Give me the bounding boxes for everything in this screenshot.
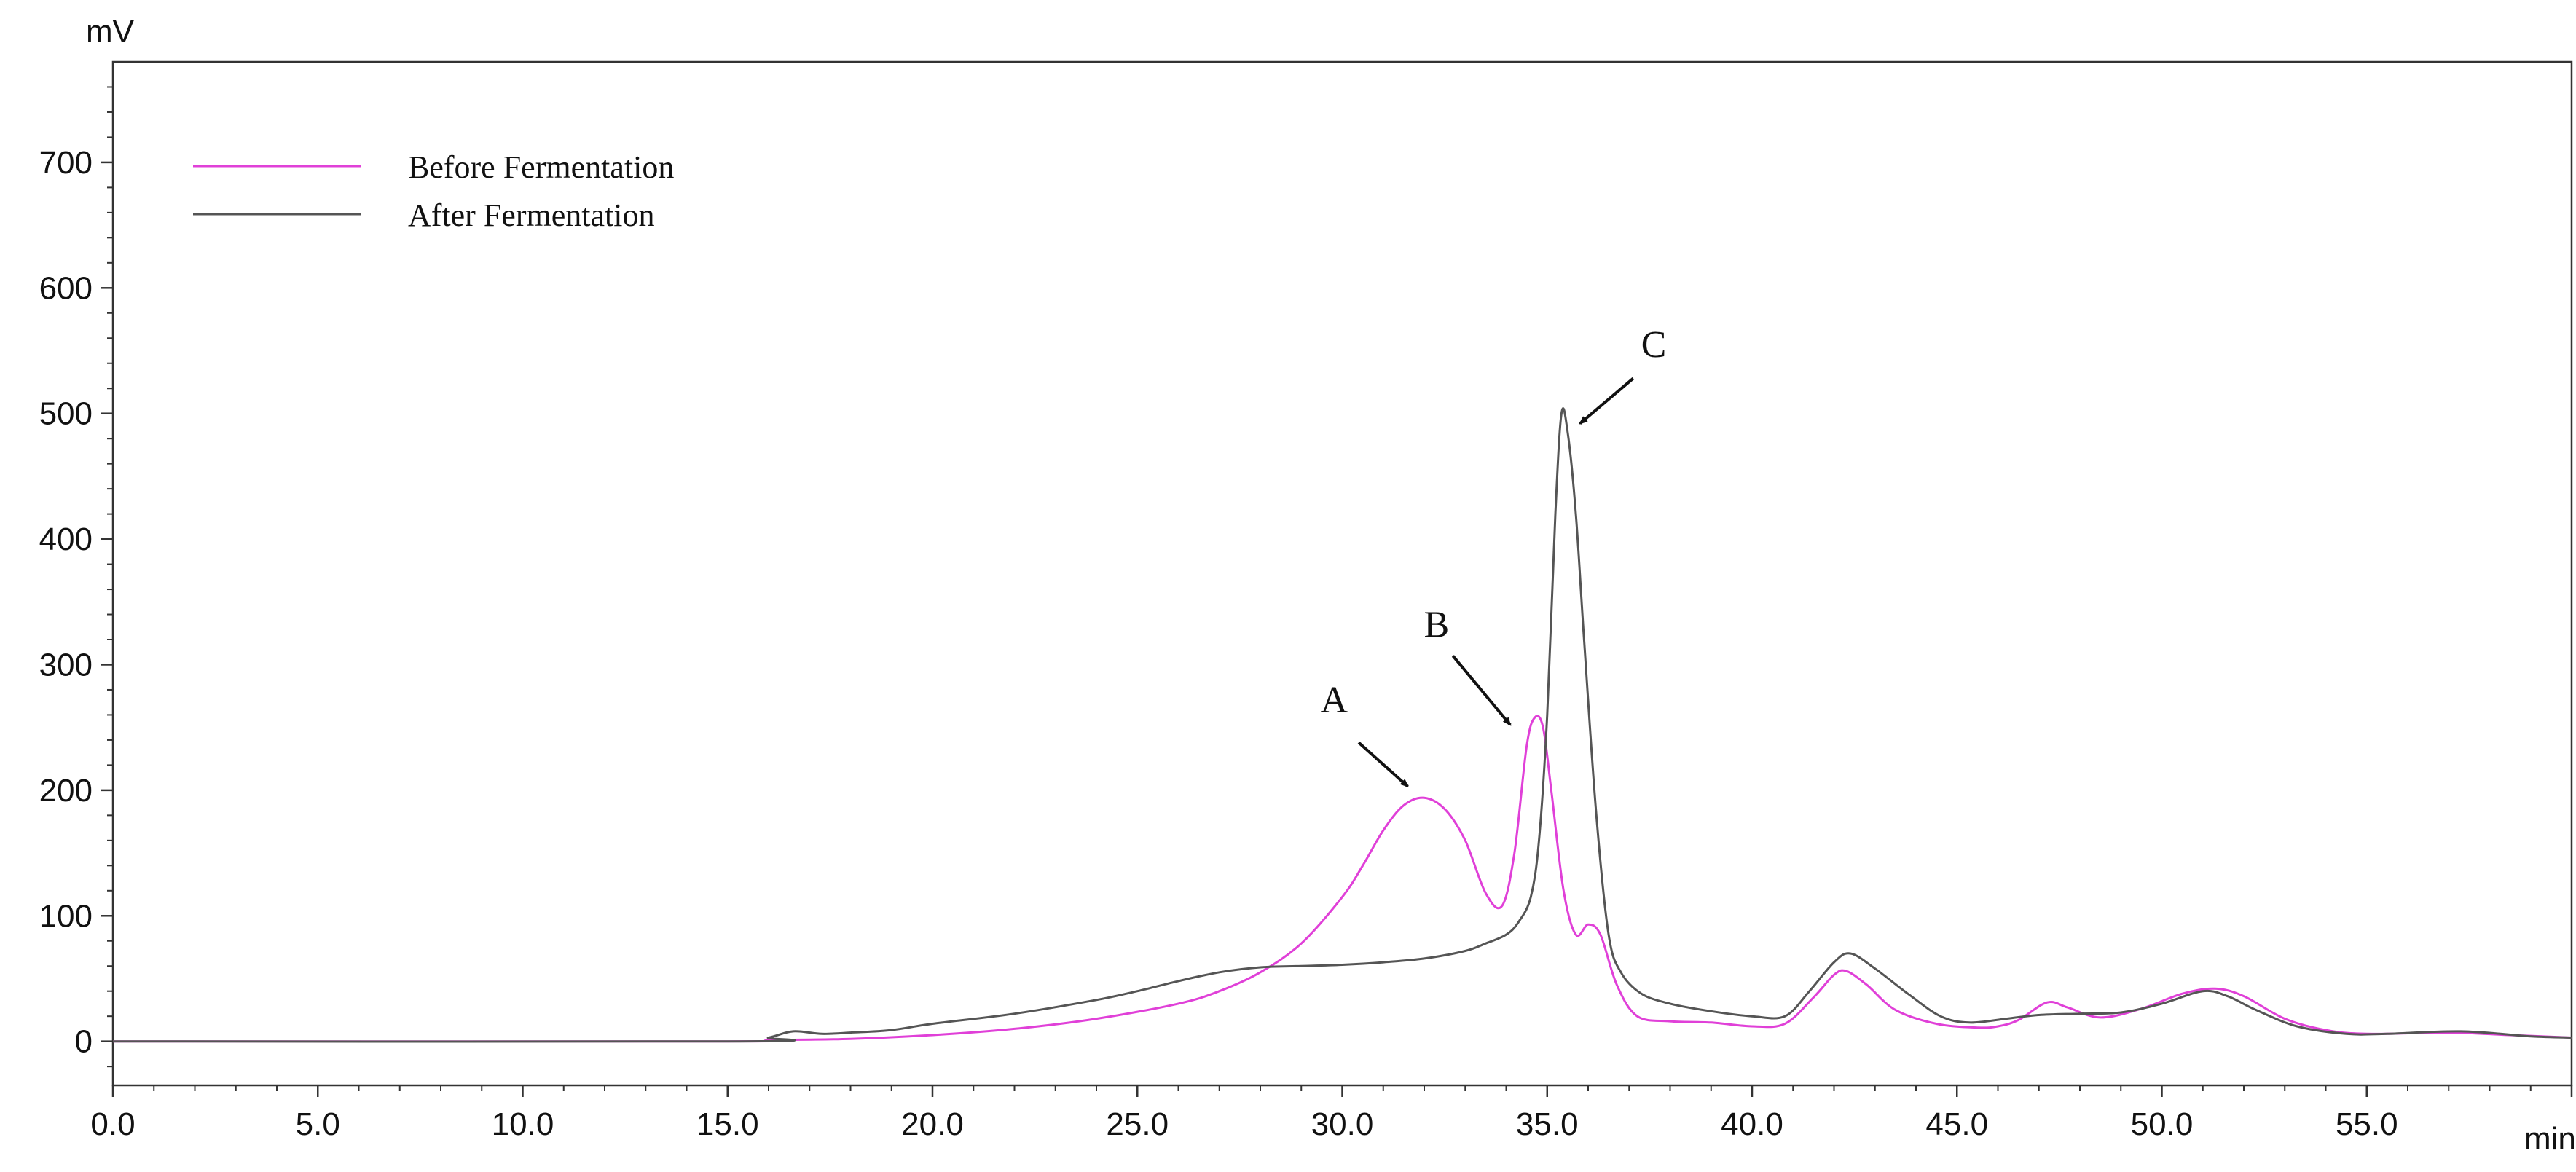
y-tick-label: 0 [75, 1024, 93, 1060]
annotation-arrow [1579, 377, 1635, 425]
y-tick-label: 200 [39, 773, 93, 809]
y-tick-label: 400 [39, 522, 93, 557]
x-tick-label: 40.0 [1721, 1106, 1783, 1142]
annotation-label: C [1641, 324, 1667, 366]
x-unit-label: min [2524, 1121, 2576, 1157]
x-tick-label: 25.0 [1106, 1106, 1169, 1142]
annotation-label: A [1320, 680, 1348, 721]
y-tick-label: 500 [39, 396, 93, 432]
x-tick-label: 30.0 [1311, 1106, 1374, 1142]
x-tick-label: 0.0 [90, 1106, 135, 1142]
x-tick-label: 10.0 [492, 1106, 554, 1142]
legend-label: Before Fermentation [408, 149, 674, 185]
y-tick-label: 600 [39, 270, 93, 306]
x-tick-label: 5.0 [296, 1106, 340, 1142]
annotation-arrow [1357, 741, 1409, 788]
annotations: A B C [1320, 324, 1667, 788]
y-tick-label: 100 [39, 898, 93, 934]
x-axis: 0.0 5.0 10.0 15.0 20.0 25.0 30.0 35.0 40.0 45.0 50… [90, 1085, 2573, 1142]
y-axis: 0 100 200 300 400 500 600 700 [39, 86, 113, 1068]
x-tick-label: 50.0 [2131, 1106, 2194, 1142]
legend-label: After Fermentation [408, 197, 654, 233]
series-line-after-fermentation [112, 407, 2572, 1043]
x-tick-label: 55.0 [2336, 1106, 2398, 1142]
series-line-before-fermentation [112, 715, 2572, 1043]
x-tick-label: 15.0 [696, 1106, 759, 1142]
annotation-label: B [1424, 605, 1450, 646]
x-tick-label: 35.0 [1516, 1106, 1579, 1142]
y-tick-label: 300 [39, 647, 93, 683]
x-tick-label: 45.0 [1925, 1106, 1988, 1142]
x-tick-label: 20.0 [901, 1106, 964, 1142]
legend: Before Fermentation After Fermentation [193, 149, 674, 233]
y-unit-label: mV [86, 14, 135, 50]
annotation-arrow [1451, 655, 1512, 726]
series-layer [112, 407, 2572, 1043]
y-tick-label: 700 [39, 145, 93, 181]
